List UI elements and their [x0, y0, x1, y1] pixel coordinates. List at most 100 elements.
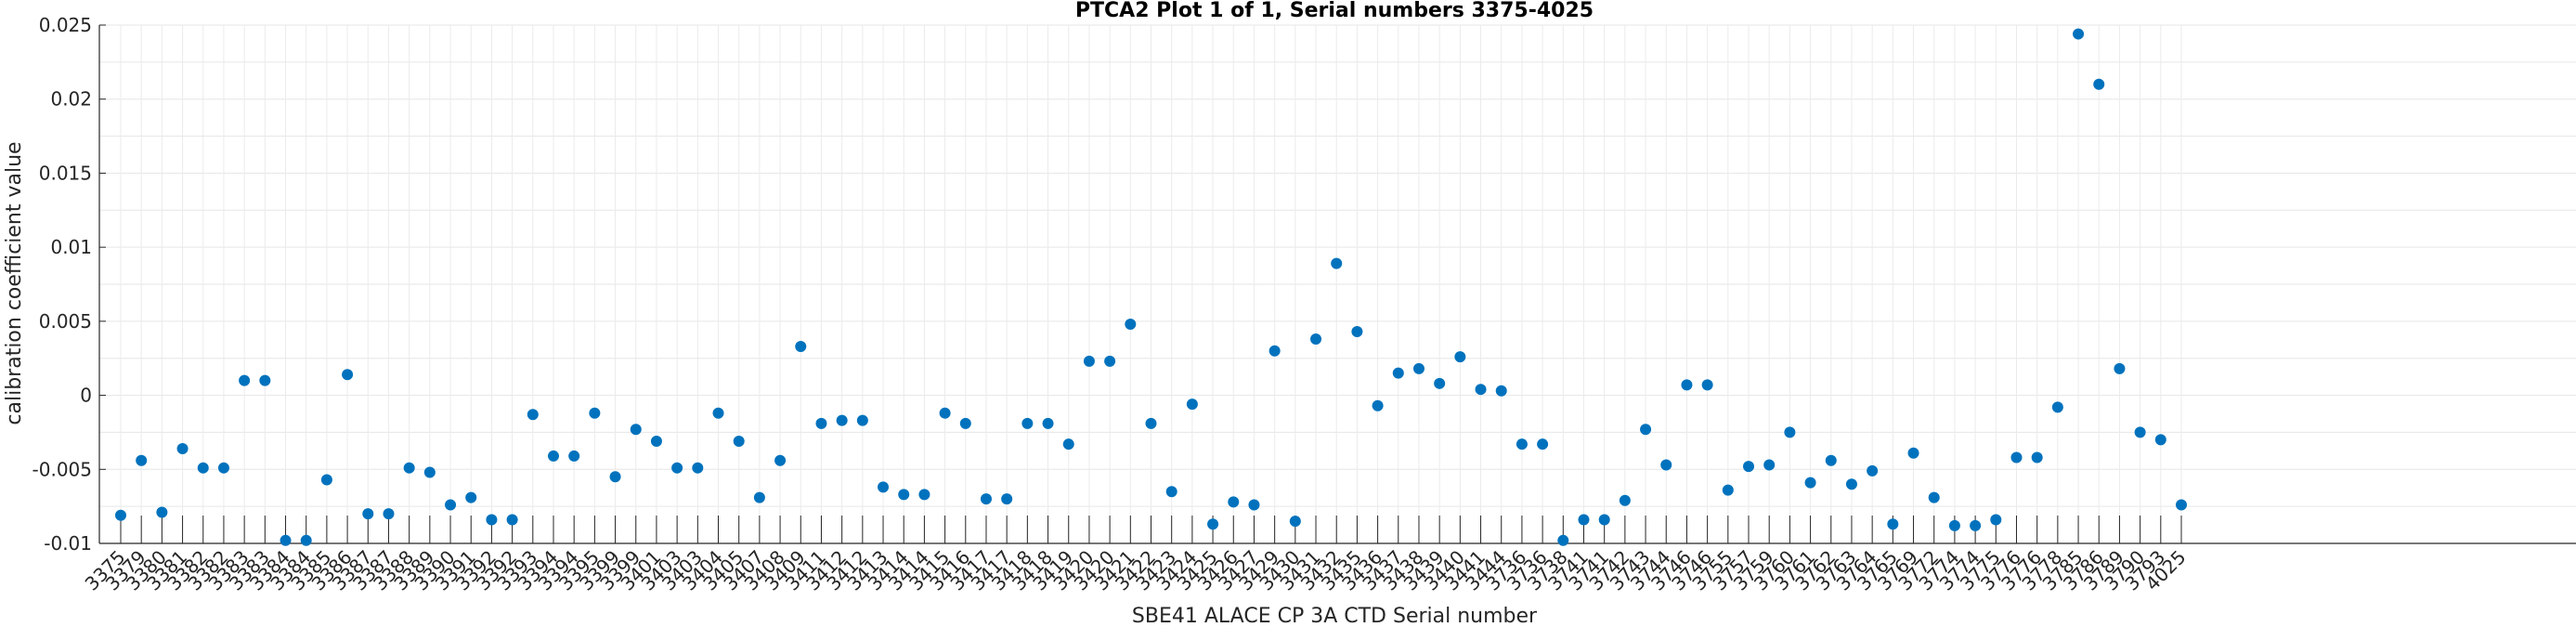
- data-point: [1907, 447, 1919, 459]
- data-point: [1516, 438, 1528, 451]
- data-point: [2134, 426, 2146, 438]
- data-point: [1928, 491, 1940, 503]
- data-point: [1763, 459, 1776, 471]
- data-point: [856, 414, 868, 426]
- data-point: [1537, 438, 1549, 451]
- data-point: [692, 462, 704, 474]
- data-point: [1681, 379, 1693, 391]
- data-point: [1640, 424, 1652, 436]
- data-point: [239, 374, 251, 386]
- data-point: [609, 471, 621, 483]
- data-point: [712, 407, 724, 419]
- y-tick-label: 0: [80, 385, 92, 407]
- data-point: [2031, 451, 2043, 464]
- data-point: [2010, 451, 2023, 464]
- data-point: [445, 499, 457, 511]
- data-point: [774, 454, 787, 466]
- data-point: [2093, 78, 2105, 90]
- data-point: [1083, 355, 1095, 367]
- data-point: [1701, 379, 1713, 391]
- data-point: [320, 474, 332, 486]
- data-point: [1248, 499, 1260, 511]
- axes-layer: [98, 24, 2576, 544]
- data-point: [568, 450, 580, 462]
- data-point: [878, 481, 890, 493]
- data-point: [1042, 417, 1054, 429]
- data-point: [959, 417, 971, 429]
- data-point: [1887, 518, 1899, 530]
- data-point: [465, 491, 477, 503]
- data-point: [1578, 514, 1590, 526]
- data-point: [1660, 459, 1672, 471]
- chart-title: PTCA2 Plot 1 of 1, Serial numbers 3375-4…: [1075, 0, 1594, 22]
- data-point: [1845, 478, 1857, 490]
- data-point: [527, 409, 539, 421]
- data-point: [156, 506, 168, 518]
- data-point: [1990, 514, 2002, 526]
- data-point: [1104, 355, 1116, 367]
- data-point: [1784, 426, 1796, 438]
- data-point: [2176, 499, 2187, 511]
- data-point: [939, 407, 951, 419]
- data-point: [1145, 417, 1157, 429]
- y-tick-label: 0.02: [50, 88, 92, 111]
- data-point: [342, 369, 354, 381]
- data-point: [197, 462, 209, 474]
- grid-layer: [99, 24, 2576, 544]
- y-tick-label: 0.025: [39, 14, 92, 36]
- data-point: [733, 435, 745, 447]
- data-point: [259, 374, 271, 386]
- ticklabel-layer: -0.01-0.00500.0050.010.0150.020.02533753…: [33, 14, 2191, 595]
- data-point: [1454, 351, 1466, 363]
- y-axis-label: calibration coefficient value: [3, 141, 26, 425]
- data-point: [136, 454, 148, 466]
- data-point: [115, 509, 126, 521]
- data-point: [1434, 377, 1446, 389]
- data-point: [1412, 362, 1425, 374]
- data-point: [2073, 28, 2085, 40]
- data-point: [1289, 516, 1301, 528]
- y-tick-label: 0.015: [39, 162, 92, 184]
- data-point: [1372, 399, 1384, 411]
- data-point: [1021, 417, 1034, 429]
- points-layer: [115, 28, 2187, 546]
- data-point: [589, 407, 601, 419]
- data-point: [1207, 518, 1219, 530]
- data-point: [1228, 496, 1240, 508]
- data-point: [403, 462, 415, 474]
- data-point: [547, 450, 559, 462]
- data-point: [1351, 326, 1363, 338]
- y-tick-label: 0.01: [50, 236, 92, 258]
- data-point: [1268, 345, 1281, 357]
- data-point: [671, 462, 683, 474]
- stems-layer: [120, 516, 2182, 543]
- data-point: [2154, 434, 2166, 446]
- data-point: [1598, 514, 1610, 526]
- data-point: [1970, 519, 1982, 531]
- data-point: [1125, 319, 1137, 331]
- data-point: [1619, 494, 1631, 506]
- data-point: [1948, 519, 1960, 531]
- data-point: [1062, 438, 1074, 451]
- data-point: [300, 534, 312, 546]
- data-point: [2114, 362, 2126, 374]
- data-point: [1825, 454, 1837, 466]
- data-point: [1722, 484, 1734, 496]
- y-tick-label: -0.01: [44, 532, 92, 555]
- data-point: [423, 466, 436, 478]
- data-point: [753, 491, 765, 503]
- data-point: [1186, 398, 1198, 411]
- data-point: [486, 514, 498, 526]
- data-point: [362, 508, 374, 520]
- x-axis-label: SBE41 ALACE CP 3A CTD Serial number: [1132, 605, 1538, 627]
- data-point: [815, 417, 827, 429]
- data-point: [836, 414, 848, 426]
- data-point: [217, 462, 229, 474]
- data-point: [176, 442, 189, 454]
- data-point: [1310, 333, 1322, 345]
- data-point: [280, 534, 292, 546]
- data-point: [1165, 486, 1177, 498]
- data-point: [650, 435, 662, 447]
- data-point: [1804, 477, 1816, 489]
